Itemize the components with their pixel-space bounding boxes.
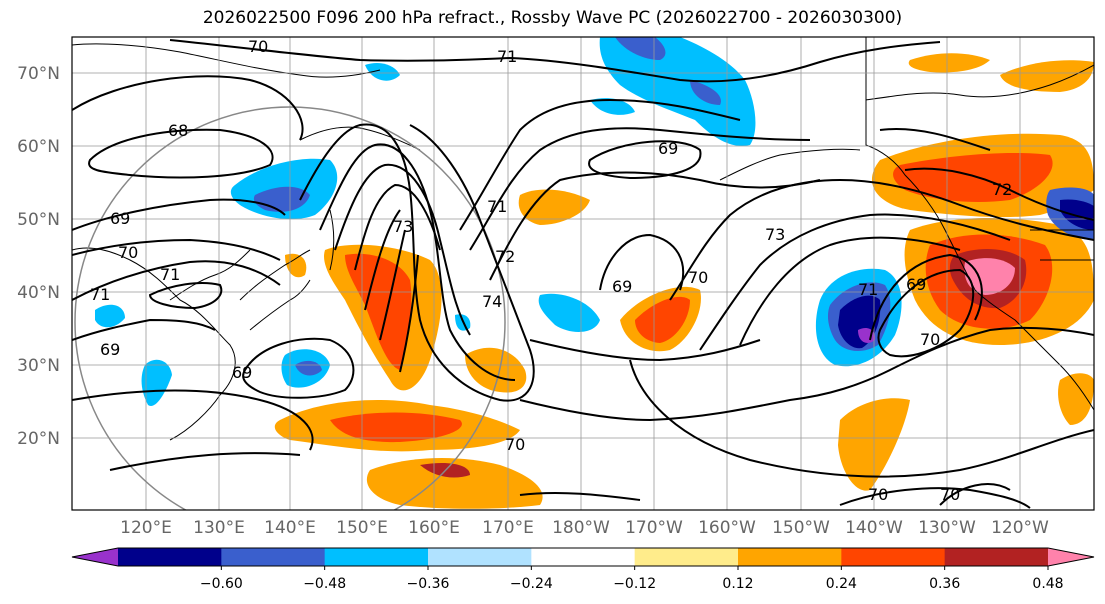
colorbar-tick-label: 0.48 [1032,576,1063,592]
colorbar-outline [71,547,1095,567]
colorbar-tick-label: 0.36 [929,576,960,592]
lat-label: 60°N [17,137,60,157]
lat-label: 20°N [17,429,60,449]
lon-label: 130°W [918,518,976,538]
colorbar-segment [738,548,842,566]
contour-label: 70 [118,243,138,262]
lon-label: 160°E [408,518,460,538]
contour-label: 72 [992,180,1012,199]
contour-label: 71 [487,197,507,216]
lon-label: 150°W [772,518,830,538]
colorbar-segment [221,548,326,566]
contour-label: 69 [612,277,632,296]
colorbar-ticks: −0.60 −0.48 −0.36 −0.24 −0.12 0.12 0.24 0.36 0.4… [200,566,1064,592]
contour-label-layer: 70 71 68 69 69 70 71 71 69 69 73 71 72 7… [90,37,1012,504]
contour-label: 71 [90,285,110,304]
lon-label: 160°W [698,518,756,538]
colorbar-extend-min [72,548,118,566]
lon-label: 140°W [845,518,903,538]
colorbar-tick-label: −0.24 [510,576,553,592]
contour-label: 71 [160,265,180,284]
contour-label: 71 [497,47,517,66]
contour-label: 69 [100,340,120,359]
colorbar-segment [841,548,946,566]
colorbar-segment [324,548,429,566]
graticule [72,37,1094,510]
colorbar [71,547,1095,567]
lon-label: 170°E [482,518,534,538]
map-frame [71,36,1095,511]
longitude-labels: 120°E 130°E 140°E 150°E 160°E 170°E 180°… [120,518,1049,538]
latitude-labels: 70°N 60°N 50°N 40°N 30°N 20°N [17,64,60,449]
colorbar-tick-label: 0.12 [722,576,753,592]
colorbar-tick-label: −0.60 [200,576,243,592]
lat-label: 70°N [17,64,60,84]
contour-label: 70 [505,435,525,454]
contour-label: 70 [688,268,708,287]
lon-label: 170°W [625,518,683,538]
lat-label: 30°N [17,356,60,376]
contour-label: 70 [248,37,268,56]
lon-label: 130°E [193,518,245,538]
colorbar-segment [944,548,1049,566]
colorbar-segment [634,548,739,566]
coastline-layer [72,37,1094,441]
colorbar-tick-label: −0.48 [303,576,346,592]
lon-label: 140°E [264,518,316,538]
contour-label: 73 [765,225,785,244]
contour-label: 70 [868,485,888,504]
lat-label: 50°N [17,210,60,230]
contour-label: 69 [110,209,130,228]
contour-label: 72 [495,247,515,266]
lat-label: 40°N [17,283,60,303]
contour-label: 74 [482,292,502,311]
lon-label: 120°W [991,518,1049,538]
contour-label: 68 [168,121,188,140]
contour-label: 69 [232,363,252,382]
domain-circle [74,106,506,510]
colorbar-extend-max [1048,548,1094,566]
lon-label: 150°E [336,518,388,538]
contour-label: 71 [858,280,878,299]
lon-label: 180°W [552,518,610,538]
contour-label: 73 [393,217,413,236]
colorbar-tick-label: −0.36 [407,576,450,592]
colorbar-segment [531,548,636,566]
contour-label: 70 [940,485,960,504]
colorbar-tick-label: −0.12 [613,576,656,592]
colorbar-tick-label: 0.24 [826,576,857,592]
colorbar-segment [428,548,532,566]
contour-lines [72,39,1094,509]
map-title: 2026022500 F096 200 hPa refract., Rossby… [202,8,903,28]
colorbar-segment [118,548,222,566]
contour-label: 69 [906,275,926,294]
contour-label: 69 [658,139,678,158]
lon-label: 120°E [120,518,172,538]
contour-label: 70 [920,330,940,349]
